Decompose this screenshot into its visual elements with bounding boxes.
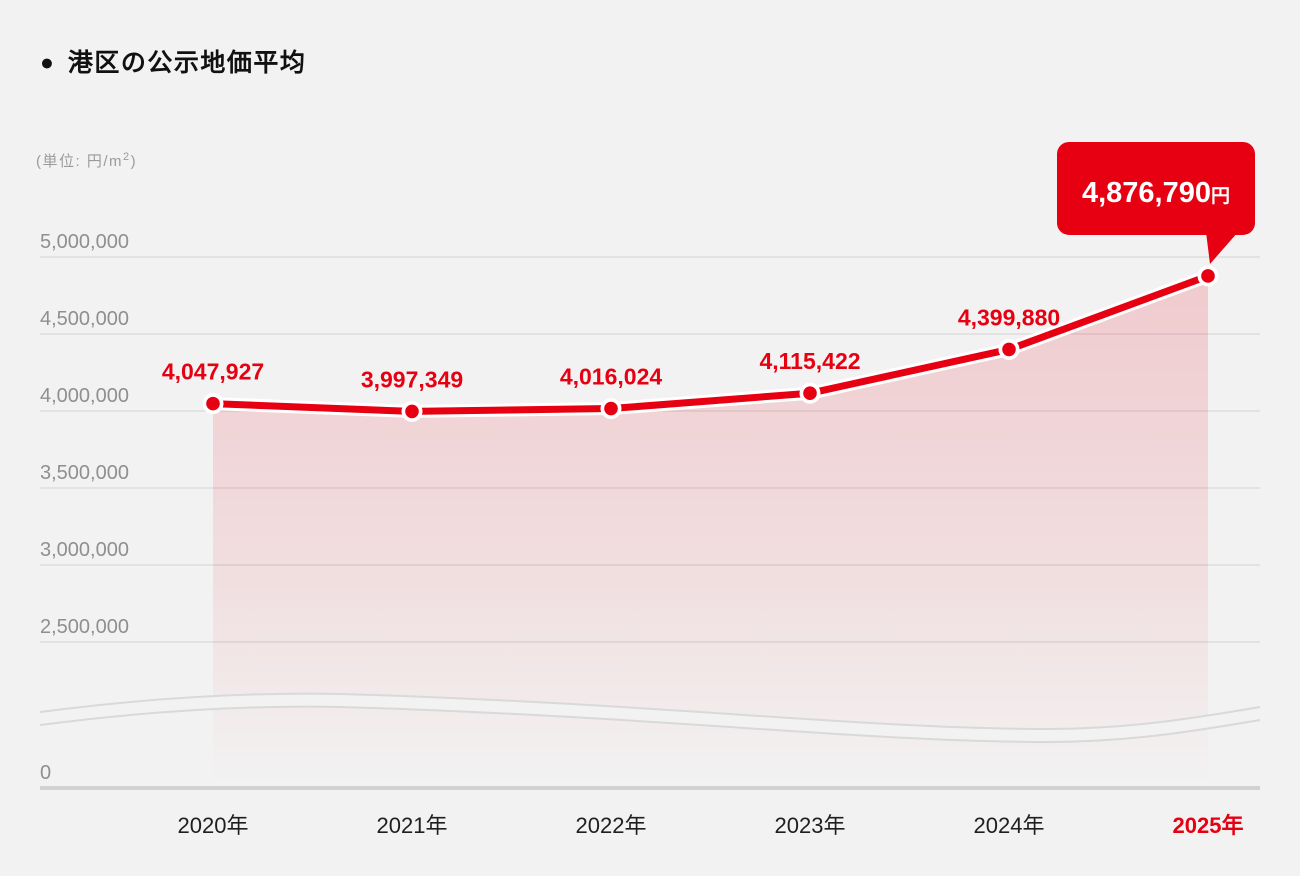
callout-value-label: 4,876,790円 (1082, 177, 1230, 209)
callout-tail (1206, 231, 1238, 264)
axis-break-upper-line (39, 692, 1261, 731)
point-value-label: 4,399,880 (958, 304, 1060, 330)
x-axis-label: 2022年 (576, 813, 647, 838)
data-point (1002, 342, 1016, 357)
y-axis-tick-label: 5,000,000 (40, 231, 129, 253)
point-value-label: 4,115,422 (759, 348, 860, 374)
data-point (1201, 269, 1215, 283)
point-value-label: 3,997,349 (361, 366, 463, 392)
y-axis-tick-label: 4,000,000 (40, 385, 129, 407)
data-point (803, 386, 817, 401)
bullet-icon: ● (40, 48, 54, 75)
y-axis-tick-label: 3,000,000 (40, 539, 129, 561)
point-value-label: 4,047,927 (162, 359, 264, 385)
axis-break-lower-line (39, 705, 1261, 744)
unit-label: (単位: 円/m2) (36, 150, 137, 171)
x-axis-label: 2024年 (974, 813, 1045, 838)
unit-superscript-2: 2 (123, 151, 131, 163)
page-title: 港区の公示地価平均 (67, 49, 307, 77)
data-point (604, 401, 618, 416)
y-axis-tick-label: 4,500,000 (40, 308, 129, 330)
y-axis-tick-label: 2,500,000 (40, 616, 129, 638)
x-axis-label: 2023年 (775, 813, 846, 838)
y-axis-tick-label: 0 (40, 762, 51, 784)
chart-header: ● 港区の公示地価平均 (40, 43, 306, 79)
axis-break-band (40, 693, 1260, 742)
unit-label-text: (単位: 円/m (36, 153, 123, 170)
x-axis-label: 2021年 (377, 813, 448, 838)
callout-bubble (1057, 141, 1255, 235)
data-point (206, 396, 220, 411)
point-value-label: 4,016,024 (560, 364, 663, 390)
unit-label-close-paren: ) (130, 153, 138, 170)
series-line (209, 272, 1212, 415)
x-axis-label: 2020年 (178, 813, 249, 838)
series-area-fill (213, 275, 1208, 786)
x-axis-label-highlighted: 2025年 (1173, 813, 1244, 838)
y-axis-tick-label: 3,500,000 (40, 462, 129, 484)
data-point (405, 404, 419, 419)
